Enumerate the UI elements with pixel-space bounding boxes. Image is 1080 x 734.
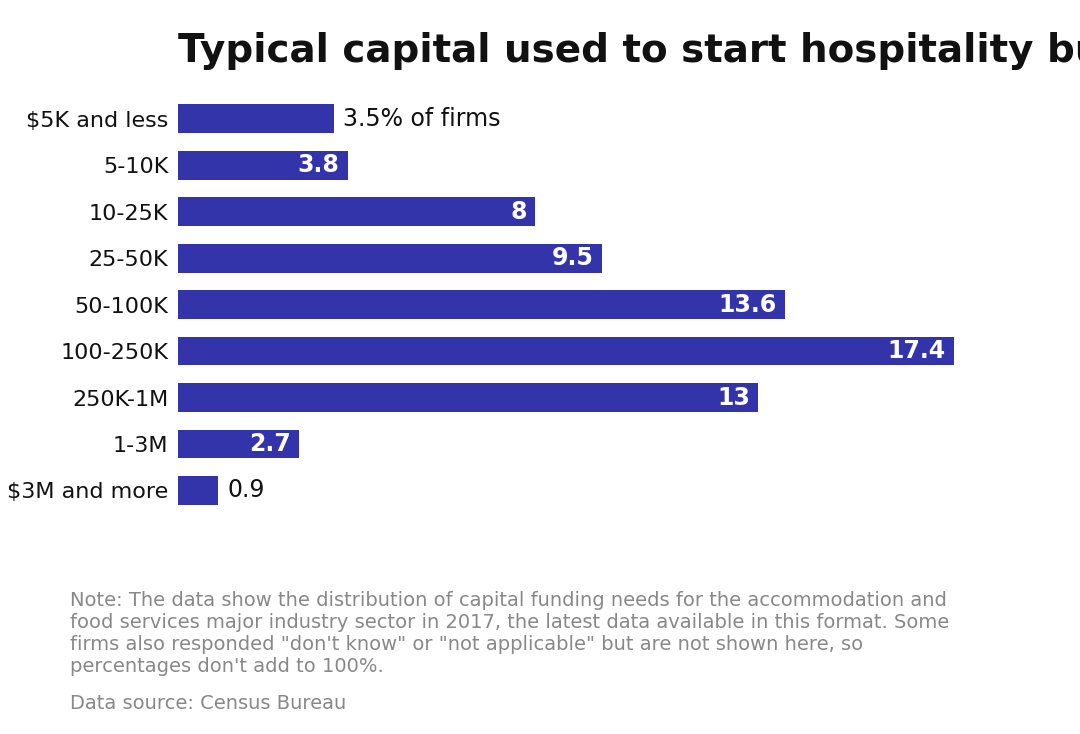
Bar [178, 244, 602, 272]
Text: 13.6: 13.6 [718, 293, 777, 316]
Text: 8: 8 [511, 200, 527, 224]
Bar [178, 383, 758, 412]
Text: Data source: Census Bureau: Data source: Census Bureau [70, 694, 347, 713]
Bar [178, 476, 218, 505]
Text: Note: The data show the distribution of capital funding needs for the accommodat: Note: The data show the distribution of … [70, 591, 949, 676]
Text: 3.5% of firms: 3.5% of firms [343, 107, 501, 131]
Text: 13: 13 [717, 385, 750, 410]
Bar [178, 197, 535, 226]
Text: 9.5: 9.5 [552, 246, 594, 270]
Bar [178, 104, 334, 134]
Bar [178, 337, 954, 366]
Text: 2.7: 2.7 [248, 432, 291, 456]
Bar [178, 151, 348, 180]
Bar [178, 290, 784, 319]
Text: Typical capital used to start hospitality businesses: Typical capital used to start hospitalit… [178, 32, 1080, 70]
Text: 3.8: 3.8 [298, 153, 339, 178]
Bar [178, 429, 298, 458]
Text: 17.4: 17.4 [888, 339, 946, 363]
Text: 0.9: 0.9 [227, 479, 265, 502]
